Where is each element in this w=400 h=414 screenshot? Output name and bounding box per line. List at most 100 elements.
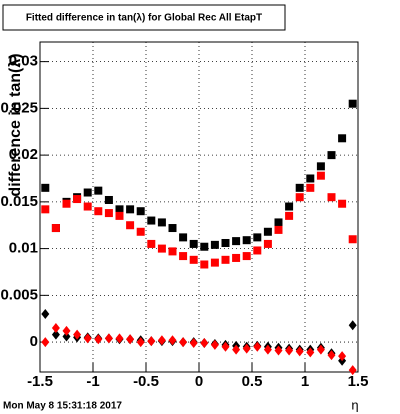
diamond-point: [338, 351, 347, 362]
diamond-point: [179, 337, 188, 348]
square-point: [73, 195, 82, 204]
square-point: [221, 238, 230, 247]
diamond-point: [242, 343, 251, 354]
square-point: [136, 207, 145, 216]
square-point: [157, 218, 166, 227]
square-point: [168, 224, 177, 233]
diamond-point: [83, 333, 92, 344]
square-point: [232, 253, 241, 262]
square-point: [83, 202, 92, 211]
diamond-point: [147, 336, 156, 347]
square-point: [189, 255, 198, 264]
square-point: [242, 252, 251, 261]
square-point: [83, 188, 92, 197]
square-point: [348, 99, 357, 108]
y-tick-label: 0.015: [0, 193, 38, 210]
diamond-point: [210, 339, 219, 350]
square-point: [210, 240, 219, 249]
square-point: [263, 239, 272, 248]
y-tick-label: 0.03: [9, 53, 38, 70]
y-axis-label: difference in tan(λ): [7, 53, 24, 196]
diamond-point: [73, 329, 82, 340]
square-point: [104, 195, 113, 204]
square-point: [338, 134, 347, 143]
chart-title: Fitted difference in tan(λ) for Global R…: [26, 13, 262, 24]
square-point: [126, 221, 135, 230]
square-point: [253, 233, 262, 242]
diamond-point: [295, 346, 304, 357]
square-point: [147, 216, 156, 225]
diamond-point: [62, 331, 71, 342]
diamond-point: [51, 323, 60, 334]
diamond-point: [306, 347, 315, 358]
diamond-point: [200, 338, 209, 349]
diamond-point: [221, 341, 230, 352]
diamond-point: [62, 325, 71, 336]
diamond-point: [348, 320, 357, 331]
x-tick-label: 0.5: [242, 373, 263, 390]
x-tick-label: 1.5: [348, 373, 369, 390]
square-point: [274, 218, 283, 227]
diamond-point: [51, 329, 60, 340]
square-point: [285, 202, 294, 211]
square-point: [210, 258, 219, 267]
square-point: [94, 186, 103, 195]
square-point: [316, 171, 325, 180]
plot-frame: [39, 41, 359, 373]
diamond-point: [316, 344, 325, 355]
diamond-point: [41, 309, 50, 320]
diamond-point: [189, 338, 198, 349]
y-tick-label: 0.01: [9, 240, 38, 257]
square-point: [306, 174, 315, 183]
diamond-point: [94, 334, 103, 345]
diamond-point: [136, 337, 145, 348]
square-point: [200, 242, 209, 251]
y-tick-label: 0.005: [0, 286, 38, 303]
square-point: [168, 247, 177, 256]
diamond-point: [104, 333, 113, 344]
square-point: [126, 205, 135, 214]
square-point: [327, 193, 336, 202]
title-box: [2, 4, 286, 31]
square-point: [242, 236, 251, 245]
x-tick-label: -0.5: [133, 373, 159, 390]
square-point: [94, 207, 103, 216]
square-point: [285, 211, 294, 220]
square-point: [115, 211, 124, 220]
square-point: [179, 233, 188, 242]
square-point: [41, 205, 50, 214]
square-point: [327, 151, 336, 160]
square-point: [136, 227, 145, 236]
x-tick-label: 1: [301, 373, 309, 390]
square-point: [104, 209, 113, 218]
diamond-point: [348, 365, 357, 376]
x-tick-label: 0: [195, 373, 203, 390]
diamond-point: [232, 344, 241, 355]
diamond-point: [41, 337, 50, 348]
diamond-point: [263, 344, 272, 355]
y-tick-label: 0: [30, 333, 38, 350]
square-point: [115, 205, 124, 214]
x-tick-label: -1.5: [27, 373, 53, 390]
square-point: [316, 162, 325, 171]
footer-date: Mon May 8 15:31:18 2017: [3, 401, 122, 412]
diamond-point: [168, 335, 177, 346]
square-point: [253, 246, 262, 255]
diamond-point: [285, 345, 294, 356]
square-point: [41, 183, 50, 192]
square-point: [157, 244, 166, 253]
x-tick-label: -1: [86, 373, 99, 390]
diamond-point: [327, 350, 336, 361]
diamond-point: [253, 341, 262, 352]
y-tick-label: 0.02: [9, 146, 38, 163]
square-point: [51, 224, 60, 233]
square-point: [62, 199, 71, 208]
x-axis-label: η: [351, 397, 358, 412]
square-point: [232, 237, 241, 246]
diamond-point: [274, 345, 283, 356]
square-point: [147, 239, 156, 248]
square-point: [263, 227, 272, 236]
square-point: [189, 239, 198, 248]
square-point: [348, 235, 357, 244]
